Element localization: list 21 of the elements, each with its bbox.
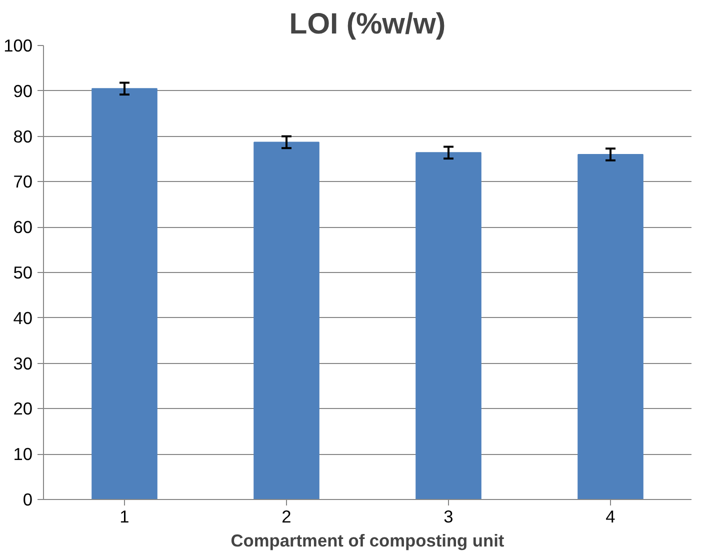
- y-tick-label: 30: [13, 353, 33, 374]
- x-tick-label: 3: [444, 506, 454, 526]
- y-tick-label: 100: [4, 36, 33, 56]
- bar: [92, 88, 158, 500]
- y-tick-label: 0: [22, 490, 33, 510]
- x-tick-label: 2: [282, 506, 292, 526]
- bar: [254, 142, 320, 500]
- chart-title: LOI (%w/w): [289, 8, 446, 40]
- bar: [578, 154, 644, 500]
- y-tick-label: 60: [13, 217, 33, 238]
- x-tick-label: 4: [606, 506, 616, 526]
- y-tick-label: 80: [13, 126, 33, 146]
- bar: [416, 152, 482, 500]
- y-tick-label: 10: [13, 444, 33, 464]
- y-tick-label: 40: [13, 308, 33, 328]
- y-tick-label: 50: [13, 262, 33, 282]
- x-tick-label: 1: [120, 506, 130, 526]
- y-tick-label: 20: [13, 398, 33, 419]
- y-tick-label: 70: [13, 172, 33, 192]
- x-axis-title: Compartment of composting unit: [230, 530, 504, 550]
- y-tick-label: 90: [13, 80, 33, 101]
